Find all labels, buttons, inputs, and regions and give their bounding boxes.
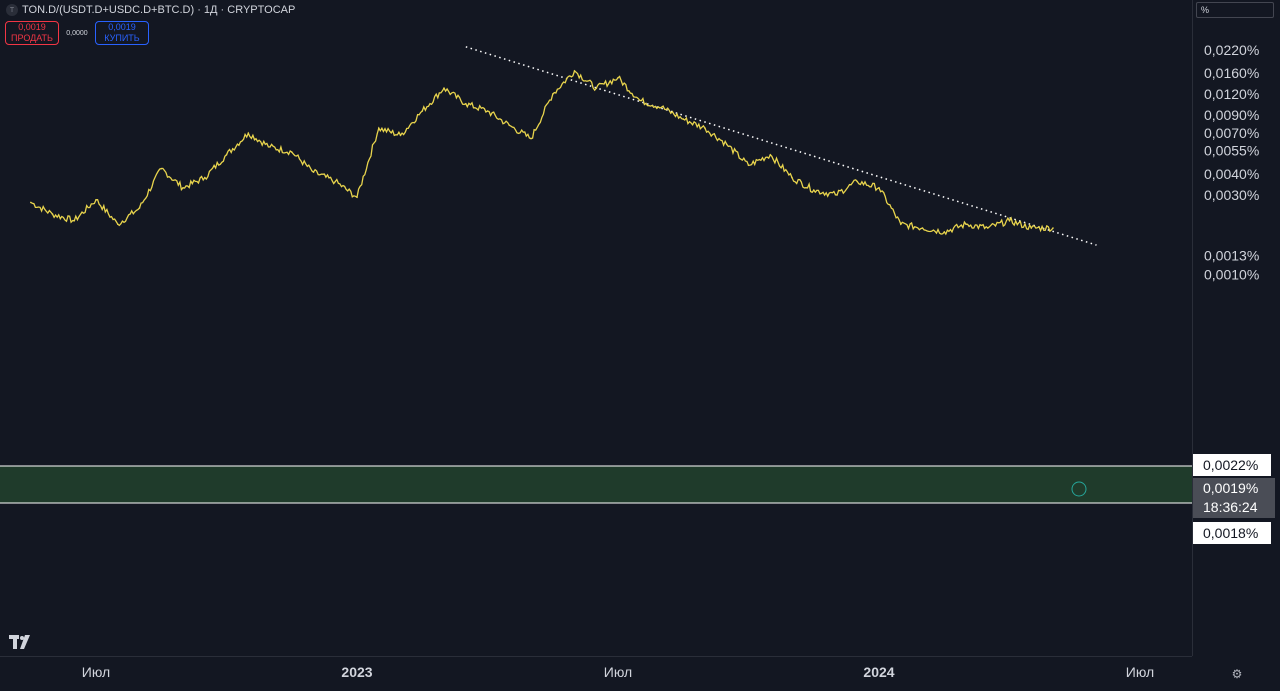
data-point (987, 227, 989, 229)
y-tick-label: 0,0220% (1204, 42, 1259, 58)
data-point (443, 87, 445, 89)
data-point (182, 187, 184, 189)
y-tick-label: 0,0040% (1204, 166, 1259, 182)
data-point (878, 187, 880, 189)
data-point (769, 154, 772, 156)
x-tick-label: 2023 (341, 664, 372, 680)
data-point (791, 176, 793, 179)
data-point (530, 137, 532, 140)
data-point (160, 167, 163, 170)
data-point (247, 132, 250, 134)
support-zone (0, 466, 1192, 503)
data-point (921, 227, 924, 229)
data-point (73, 219, 76, 222)
data-point (312, 171, 315, 173)
tradingview-logo-icon[interactable] (8, 632, 36, 654)
data-point (900, 223, 902, 225)
trade-panel: 0,0019 ПРОДАТЬ 0,0000 0,0019 КУПИТЬ (5, 21, 149, 45)
data-point (421, 110, 424, 112)
time-axis[interactable] (0, 656, 1192, 691)
data-point (965, 223, 967, 225)
sell-button[interactable]: 0,0019 ПРОДАТЬ (5, 21, 59, 45)
series-line (30, 69, 1054, 236)
buy-price: 0,0019 (108, 22, 136, 32)
data-point (704, 127, 706, 129)
data-point (573, 70, 576, 72)
price-label-upper: 0,0022% (1193, 454, 1271, 476)
data-point (856, 180, 859, 183)
x-tick-label: Июл (1126, 664, 1154, 680)
settings-icon[interactable]: ⚙ (1231, 667, 1243, 681)
y-tick-label: 0,0160% (1204, 65, 1259, 81)
data-point (117, 223, 119, 225)
time-axis-labels: Июл2023Июл2024Июл2025Июл2026Июл (82, 664, 1154, 680)
y-tick-label: 0,0120% (1204, 86, 1259, 102)
bar-countdown: 18:36:24 (1203, 499, 1258, 515)
spread-value: 0,0000 (66, 29, 88, 37)
data-point (595, 87, 598, 89)
x-tick-label: Июл (82, 664, 110, 680)
data-point (660, 106, 663, 109)
scale-mode-button[interactable]: % (1196, 2, 1274, 18)
y-tick-label: 0,0013% (1204, 248, 1259, 264)
x-tick-label: 2024 (863, 664, 894, 680)
data-point (834, 194, 837, 196)
last-price-marker (1071, 481, 1087, 497)
data-point (334, 180, 337, 183)
data-point (465, 102, 467, 105)
data-point (747, 164, 750, 167)
data-point (356, 196, 358, 198)
current-price: 0,0019% (1203, 480, 1259, 496)
data-point (1030, 227, 1033, 229)
data-point (95, 199, 97, 201)
data-point (51, 213, 54, 215)
data-point (552, 93, 554, 95)
data-point (1052, 227, 1054, 229)
y-tick-label: 0,0010% (1204, 267, 1259, 283)
data-point (225, 154, 228, 156)
data-point (639, 99, 641, 102)
buy-button[interactable]: 0,0019 КУПИТЬ (95, 21, 149, 45)
data-point (204, 176, 206, 179)
y-tick-label: 0,0030% (1204, 187, 1259, 203)
sell-label: ПРОДАТЬ (11, 33, 53, 43)
data-point (943, 231, 946, 233)
chart-area[interactable] (0, 0, 1192, 656)
x-tick-label: Июл (604, 664, 632, 680)
data-point (726, 143, 728, 146)
sell-price: 0,0019 (18, 22, 46, 32)
data-point (508, 124, 511, 127)
y-tick-label: 0,0055% (1204, 143, 1259, 159)
y-tick-label: 0,0070% (1204, 125, 1259, 141)
symbol-icon: T (6, 4, 18, 16)
price-axis[interactable] (1192, 0, 1280, 656)
data-point (30, 201, 32, 204)
y-tick-label: 0,0090% (1204, 107, 1259, 123)
data-point (378, 127, 380, 129)
price-axis-labels: 0,0220% 0,0160% 0,0120% 0,0090% 0,0070% 0,005… (1204, 42, 1259, 283)
data-point (269, 146, 271, 148)
chart-header: T TON.D/(USDT.D+USDC.D+BTC.D) · 1Д · CRY… (6, 2, 295, 18)
price-label-current: 0,0019% 18:36:24 (1193, 478, 1275, 518)
trendline[interactable] (465, 46, 1097, 246)
price-label-lower: 0,0018% (1193, 522, 1271, 544)
data-point (138, 207, 141, 209)
data-point (486, 110, 489, 112)
buy-label: КУПИТЬ (104, 33, 140, 43)
data-point (682, 118, 685, 120)
data-point (291, 151, 293, 153)
data-point (617, 77, 619, 79)
data-point (1008, 219, 1011, 222)
data-point (813, 189, 815, 191)
data-point (399, 134, 402, 137)
chart-title: TON.D/(USDT.D+USDC.D+BTC.D) · 1Д · CRYPT… (22, 4, 296, 16)
